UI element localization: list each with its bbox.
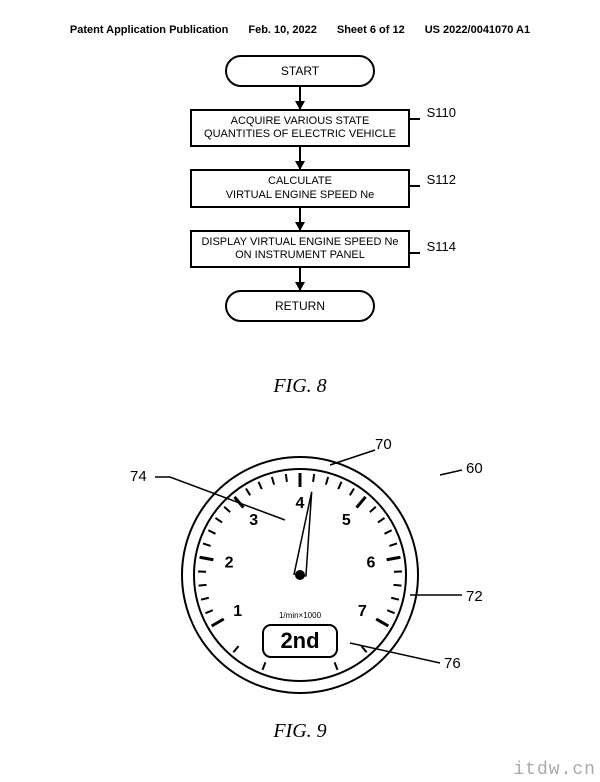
callout-74: 74: [130, 468, 147, 485]
callout-72: 72: [466, 588, 483, 605]
watermark: itdw.cn: [513, 760, 596, 780]
fig9-caption: FIG. 9: [0, 720, 600, 743]
gauge: 1 2 3 4 5 6 7 1/min×1000 2nd: [175, 450, 425, 700]
flow-return-label: RETURN: [275, 299, 325, 313]
flow-process-3-line1: DISPLAY VIRTUAL ENGINE SPEED Ne: [201, 236, 398, 249]
page-header: Patent Application Publication Feb. 10, …: [0, 24, 600, 36]
flow-process-1-line2: QUANTITIES OF ELECTRIC VEHICLE: [204, 128, 396, 141]
gauge-wrap: 1234567 1/min×1000 2nd 70 60 74 72 76: [0, 450, 600, 700]
flow-start: START: [225, 55, 375, 87]
flow-process-2-line2: VIRTUAL ENGINE SPEED Ne: [226, 189, 375, 202]
step-label-2: S112: [427, 172, 456, 187]
flow-return: RETURN: [225, 290, 375, 322]
flow-arrow-1: [299, 87, 301, 109]
flow-arrow-3: [299, 208, 301, 230]
step-label-3: S114: [427, 239, 456, 254]
flow-start-label: START: [281, 64, 319, 78]
header-publication: Patent Application Publication: [70, 24, 229, 36]
flow-process-2-line1: CALCULATE: [268, 175, 332, 188]
flow-process-3: DISPLAY VIRTUAL ENGINE SPEED Ne ON INSTR…: [190, 230, 410, 268]
callout-60: 60: [466, 460, 483, 477]
gear-display-text: 2nd: [280, 628, 319, 653]
callout-76: 76: [444, 655, 461, 672]
svg-text:3: 3: [249, 512, 258, 529]
flow-process-2: CALCULATE VIRTUAL ENGINE SPEED Ne: [190, 169, 410, 207]
header-date: Feb. 10, 2022: [248, 24, 317, 36]
callout-70: 70: [375, 436, 392, 453]
gauge-unit-label: 1/min×1000: [279, 611, 322, 620]
flow-process-1: ACQUIRE VARIOUS STATE QUANTITIES OF ELEC…: [190, 109, 410, 147]
flow-process-1-line1: ACQUIRE VARIOUS STATE: [231, 115, 370, 128]
gauge-svg: 1 2 3 4 5 6 7 1/min×1000 2nd: [175, 450, 425, 700]
step-label-1: S110: [427, 105, 456, 120]
flow-process-3-line2: ON INSTRUMENT PANEL: [235, 249, 365, 262]
header-sheet: Sheet 6 of 12: [337, 24, 405, 36]
header-pubno: US 2022/0041070 A1: [425, 24, 530, 36]
svg-text:6: 6: [366, 555, 375, 572]
svg-text:7: 7: [358, 603, 367, 620]
svg-text:5: 5: [342, 512, 351, 529]
flow-arrow-4: [299, 268, 301, 290]
gauge-hub: [295, 570, 305, 580]
flowchart: START S110 ACQUIRE VARIOUS STATE QUANTIT…: [140, 55, 460, 322]
svg-text:2: 2: [225, 555, 234, 572]
flow-arrow-2: [299, 147, 301, 169]
fig8-caption: FIG. 8: [0, 375, 600, 398]
svg-text:4: 4: [296, 495, 305, 512]
svg-text:1: 1: [233, 603, 242, 620]
